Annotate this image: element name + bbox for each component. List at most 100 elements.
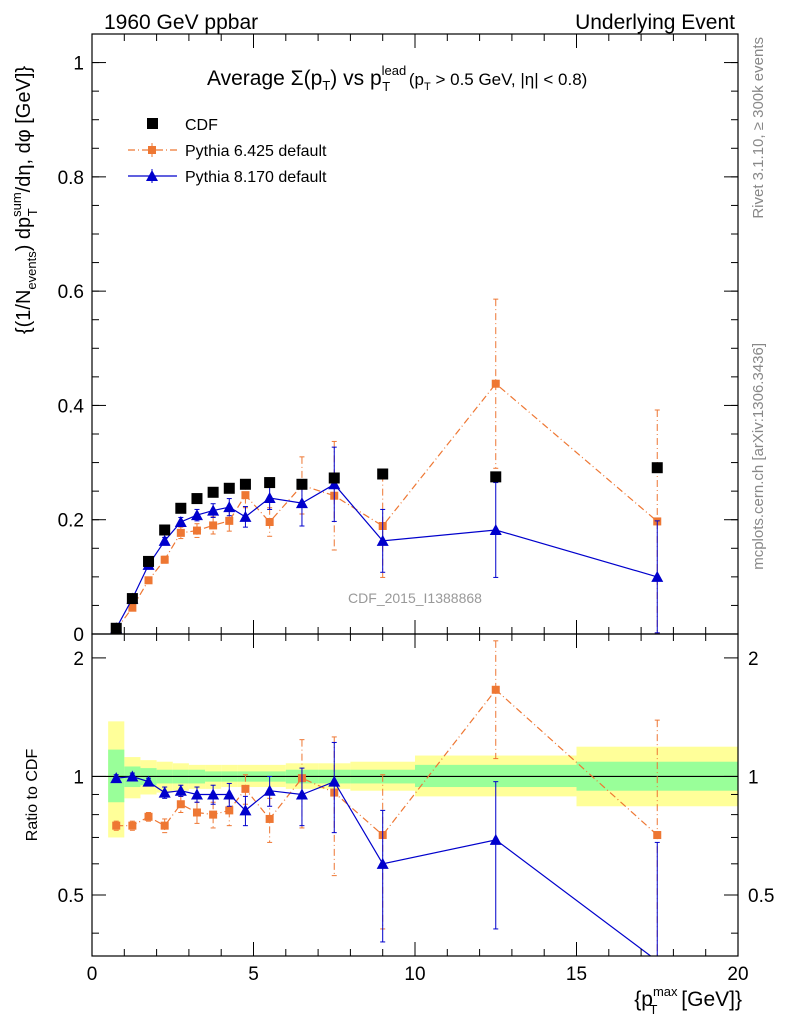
pythia8-point <box>174 516 187 527</box>
legend: CDF Pythia 6.425 default Pythia 8.170 de… <box>128 117 327 186</box>
legend-pythia8-marker <box>146 170 158 181</box>
ratio-ytick-label-right: 0.5 <box>748 886 774 907</box>
pythia6-point <box>265 518 274 526</box>
ratio-pythia6-point <box>192 808 201 817</box>
header-right: Underlying Event <box>575 11 735 34</box>
pythia8-point <box>651 570 664 582</box>
pythia6-point <box>491 379 500 388</box>
legend-pythia6-marker <box>148 146 156 154</box>
ratio-pythia6-point <box>265 814 274 823</box>
pythia8-point <box>376 534 389 546</box>
pythia8-point <box>223 501 236 513</box>
cdf-point <box>191 493 203 505</box>
ratio-pythia8-point <box>142 775 155 787</box>
ratio-pythia8-point <box>174 784 187 796</box>
pythia6-point <box>144 576 153 585</box>
xtick-label: 0 <box>87 964 98 985</box>
pythia8-point <box>328 478 341 490</box>
cdf-point <box>175 502 187 514</box>
pythia8-point <box>263 492 276 503</box>
xtick-label: 15 <box>566 964 587 985</box>
cdf-point <box>264 477 276 489</box>
ratio-panel: 0 5 10 15 20 0.5 0.5 1 1 2 2 Ratio to CDF {pmax T [… <box>24 633 774 1017</box>
main-panel: 0 0.2 0.4 0.6 0.8 1 CDF_2015_I1388868 Average… <box>9 33 739 646</box>
pythia6-point <box>176 528 185 537</box>
pythia6-line <box>115 382 658 630</box>
pythia8-point <box>295 497 308 509</box>
main-ytick-label: 0.2 <box>58 511 84 532</box>
pythia6-point <box>160 555 169 564</box>
ratio-plot-content <box>92 640 738 956</box>
cdf-point <box>377 468 389 480</box>
ratio-pythia6-point <box>176 800 185 809</box>
cdf-point <box>159 524 171 536</box>
ratio-ytick-label: 1 <box>73 767 84 788</box>
pythia6-point <box>209 521 218 530</box>
mcplots-credit-text: mcplots.cern.ch [arXiv:1306.3436] <box>750 343 767 570</box>
ratio-ylabel: Ratio to CDF <box>24 749 41 842</box>
ratio-ytick-label: 0.5 <box>58 886 84 907</box>
header-left: 1960 GeV ppbar <box>104 11 258 34</box>
ratio-pythia8-point <box>489 833 502 845</box>
pythia6-point <box>128 603 137 612</box>
xlabel: {pmax T [GeV]} <box>634 984 742 1017</box>
ratio-pythia6-point <box>241 784 250 793</box>
rivet-version-text: Rivet 3.1.10, ≥ 300k events <box>750 37 767 219</box>
cdf-point <box>651 462 663 474</box>
ratio-pythia8-point <box>239 804 252 816</box>
ratio-pythia6-point <box>653 831 662 840</box>
main-ylabel: {(1/Nevents) dpsumT/dη, dφ [GeV]} <box>9 66 40 334</box>
ratio-pythia6-point <box>112 821 121 830</box>
cdf-point <box>239 478 251 490</box>
cdf-point <box>126 593 138 605</box>
ratio-pythia8-point <box>263 784 276 796</box>
ratio-pythia6-point <box>128 821 137 830</box>
legend-cdf-label: CDF <box>185 117 218 134</box>
main-ytick-label: 0.4 <box>58 396 85 417</box>
pythia8-point <box>239 510 252 522</box>
pythia8-point <box>489 524 502 535</box>
xtick-label: 10 <box>404 964 425 985</box>
main-axes: 0 0.2 0.4 0.6 0.8 1 <box>58 33 739 646</box>
cdf-point <box>223 482 235 494</box>
ratio-ytick-label-right: 2 <box>748 649 759 670</box>
ratio-ytick-label-right: 1 <box>748 767 759 788</box>
ratio-axes: 0 5 10 15 20 0.5 0.5 1 1 2 2 <box>58 634 774 985</box>
ratio-pythia8-point <box>207 788 220 800</box>
legend-cdf-marker <box>147 118 158 129</box>
cdf-point <box>110 622 122 634</box>
legend-pythia8-label: Pythia 8.170 default <box>185 169 327 186</box>
cdf-point <box>296 478 308 490</box>
pythia8-point <box>158 534 171 546</box>
analysis-watermark: CDF_2015_I1388868 <box>348 590 482 606</box>
ratio-pythia8-point <box>376 857 389 869</box>
ratio-pythia8-point <box>110 772 123 784</box>
pythia6-point <box>241 491 250 500</box>
cdf-point <box>328 472 340 484</box>
chart-title: Average Σ(pT) vs plead T (pT > 0.5 GeV, |… <box>207 63 587 94</box>
cdf-point <box>207 486 219 498</box>
xtick-label: 5 <box>248 964 259 985</box>
ratio-pythia6-point <box>144 812 153 821</box>
cdf-point <box>143 555 155 567</box>
main-ytick-label: 0.6 <box>58 282 84 303</box>
main-ytick-label: 0.8 <box>58 168 84 189</box>
ratio-pythia8-point <box>328 775 341 787</box>
main-plot-content <box>110 298 664 634</box>
ratio-pythia6-point <box>225 806 234 815</box>
main-ytick-label: 1 <box>73 54 84 75</box>
pythia8-line <box>115 483 658 629</box>
ratio-pythia6-point <box>209 810 218 819</box>
ratio-pythia6-point <box>491 685 500 694</box>
ratio-pythia8-point <box>158 786 171 798</box>
xtick-label: 20 <box>727 964 748 985</box>
ratio-pythia8-point <box>190 788 203 800</box>
main-ytick-label: 0 <box>73 625 84 646</box>
pythia8-point <box>190 509 203 521</box>
cdf-point <box>490 471 502 483</box>
pythia6-point <box>192 526 201 535</box>
ratio-pythia8-point <box>126 770 139 782</box>
ratio-ytick-label: 2 <box>73 649 84 670</box>
pythia8-point <box>207 504 220 516</box>
